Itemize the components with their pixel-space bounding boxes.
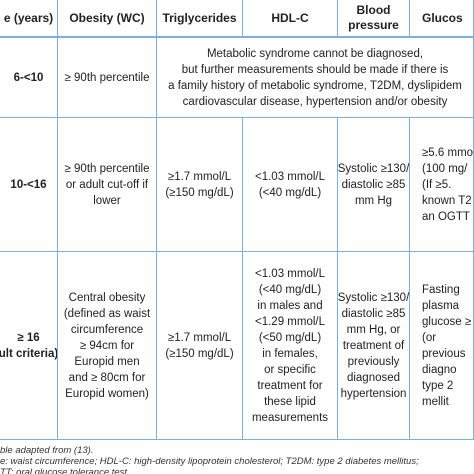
cell-text: previous (422, 347, 466, 360)
cell-text: e (years) (3, 10, 54, 25)
cell-text: (100 mg/ (422, 162, 468, 175)
table-cell: <1.03 mmol/L (<40 mg/dL) (243, 118, 338, 252)
cell-text: these lipid (264, 395, 316, 408)
cell-text: lower (93, 194, 121, 207)
cell-text: (<40 mg/dL) (258, 186, 322, 199)
cell-text: <1.03 mmol/L (255, 170, 325, 183)
cell-text: Obesity (WC) (69, 10, 145, 25)
table-cell: ≥5.6 mmol/ (100 mg/ (If ≥5. known T2 an OGTT (410, 118, 474, 252)
cell-text: ≥1.7 mmol/L (167, 170, 232, 183)
table-cell: Central obesity (defined as waist circumfe… (58, 252, 157, 440)
cell-text: ≥ 90th percentile (64, 71, 150, 84)
cell-text: 10-<16 (10, 178, 47, 191)
cell-text: ≥1.7 mmol/L (167, 331, 232, 344)
cell-text: diagnosed (346, 371, 401, 384)
cell-text: hypertension (340, 387, 407, 400)
table-cell: <1.03 mmol/L (<40 mg/dL) in males and <1.29… (243, 252, 338, 440)
cell-text: but further measurements should be made … (181, 63, 449, 76)
cell-text: in males and (257, 299, 323, 312)
cell-text: cardiovascular disease, hypertension and… (182, 95, 448, 108)
table-cell: Fasting plasma glucose ≥ (or previous diagno t… (410, 252, 474, 440)
cell-text: measurements (251, 411, 329, 424)
table-cell: ≥1.7 mmol/L (≥150 mg/dL) (157, 252, 243, 440)
cell-text: mm Hg, or (346, 323, 401, 336)
table-cell: 10-<16 (0, 118, 58, 252)
cell-text: or adult cut-off if (65, 178, 149, 191)
table-cell: Glucos (410, 0, 474, 38)
table-cell: ≥1.7 mmol/L (≥150 mg/dL) (157, 118, 243, 252)
cell-text: previously (347, 355, 400, 368)
cell-text: treatment of (342, 339, 405, 352)
table-cell: Systolic ≥130/diastolic ≥85 mm Hg (338, 118, 410, 252)
cell-text: Glucos (422, 10, 463, 25)
table-cell: e (years) (0, 0, 58, 38)
cell-text: (<40 mg/dL) (258, 283, 322, 296)
table-cell: Obesity (WC) (58, 0, 157, 38)
table-cell: Systolic ≥130/diastolic ≥85 mm Hg, or trea… (338, 252, 410, 440)
cell-text: an OGTT (422, 210, 470, 223)
cell-text: Fasting (422, 283, 460, 296)
cell-text: Europid men (74, 355, 140, 368)
cell-text: diastolic ≥85 (341, 307, 406, 320)
cell-text: ≥5.6 mmol/ (422, 146, 474, 159)
cell-text: circumference (70, 323, 144, 336)
table-cell: Triglycerides (157, 0, 243, 38)
cell-text: <1.29 mmol/L (255, 315, 325, 328)
cell-text: ult criteria) (0, 347, 58, 360)
cell-text: Europid women) (65, 387, 149, 400)
cell-text: <1.03 mmol/L (255, 267, 325, 280)
cell-text: or specific (264, 363, 316, 376)
cell-text: (≥150 mg/dL) (165, 347, 234, 360)
cell-text: ≥ 16 (17, 331, 40, 344)
table-cell: ≥ 16 ult criteria) (0, 252, 58, 440)
cell-text: glucose ≥ (422, 315, 472, 328)
table-note: e: waist circumference; HDL-C: high-dens… (0, 456, 419, 467)
cell-text: ≥ 94cm for (79, 339, 135, 352)
cell-text: in females, (262, 347, 318, 360)
cell-text: Central obesity (68, 291, 146, 304)
cell-text: known T2 (422, 194, 472, 207)
cell-text: Metabolic syndrome cannot be diagnosed, (206, 47, 424, 60)
table-cell: HDL-C (243, 0, 338, 38)
table-note: ble adapted from (13). (0, 445, 94, 456)
cell-text: ≥ 90th percentile (64, 162, 150, 175)
cell-text: (≥150 mg/dL) (165, 186, 234, 199)
cell-text: 6-<10 (13, 71, 44, 84)
cell-text: (defined as waist (63, 307, 151, 320)
cell-text: Blood (356, 3, 391, 17)
table-cell: 6-<10 (0, 38, 58, 118)
cell-text: and ≥ 80cm for (68, 371, 146, 384)
cell-text: a family history of metabolic syndrome, … (168, 79, 462, 92)
cell-text: HDL-C (271, 10, 309, 25)
cell-text: treatment for (257, 379, 323, 392)
table-note: TT: oral glucose tolerance test. (0, 467, 130, 474)
cell-text: type 2 (422, 379, 454, 392)
cell-text: Systolic ≥130/ (338, 162, 410, 175)
table-cell: ≥ 90th percentile (58, 38, 157, 118)
cell-text: (If ≥5. (422, 178, 452, 191)
cell-text: Triglycerides (162, 10, 237, 25)
cell-text: (<50 mg/dL) (258, 331, 322, 344)
table-cell: Blood pressure (338, 0, 410, 38)
cell-text: (or (422, 331, 437, 344)
cell-text: diastolic ≥85 (341, 178, 406, 191)
cell-text: mm Hg (354, 194, 393, 207)
table-cell: Metabolic syndrome cannot be diagnosed, b… (157, 38, 474, 118)
table-cell: ≥ 90th percentile or adult cut-off if lowe… (58, 118, 157, 252)
cell-text: diagno (422, 363, 457, 376)
cell-text: plasma (422, 299, 460, 312)
cell-text: Systolic ≥130/ (338, 291, 410, 304)
cell-text: pressure (348, 18, 399, 32)
cell-text: mellit (422, 395, 449, 408)
